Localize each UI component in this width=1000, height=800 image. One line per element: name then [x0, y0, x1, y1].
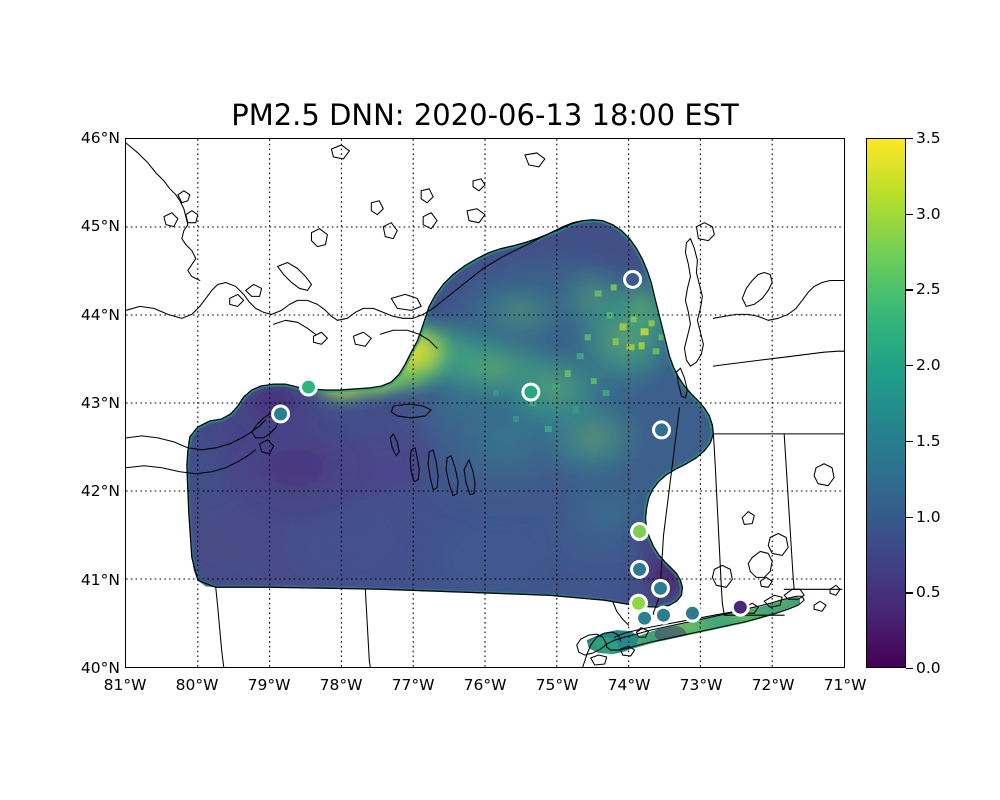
map-plot-area[interactable]	[125, 138, 845, 668]
colorbar-tick-label: 0.0	[916, 659, 941, 677]
colorbar-ticks: 3.5 3.0 2.5 2.0 1.5 1.0 0.5 0.0	[866, 129, 956, 677]
colorbar-tick-label: 1.5	[916, 431, 941, 450]
xtick-label: 71°W	[823, 676, 867, 694]
ytick-label: 44°N	[80, 305, 120, 324]
colorbar-tick-mark	[906, 668, 913, 670]
geography-lines	[126, 142, 844, 667]
map-gridlines	[126, 139, 844, 667]
xtick-label: 72°W	[751, 676, 795, 694]
page-title: PM2.5 DNN: 2020-06-13 18:00 EST	[231, 98, 739, 132]
ytick-label: 42°N	[80, 482, 120, 501]
map-canvas	[126, 139, 844, 667]
colorbar-tick-label: 3.0	[916, 204, 941, 223]
x-axis-ticks: 81°W 80°W 79°W 78°W 77°W 76°W 75°W 74°W …	[104, 672, 867, 698]
ytick-label: 46°N	[80, 129, 120, 147]
colorbar-tick-mark	[906, 440, 913, 443]
ytick-label: 41°N	[80, 570, 120, 589]
xtick-label: 79°W	[247, 676, 291, 694]
colorbar-tick-label: 0.5	[916, 583, 941, 602]
colorbar-tick-mark	[906, 138, 913, 140]
colorbar-tick-label: 2.5	[916, 280, 941, 299]
colorbar-tick-mark	[906, 592, 913, 594]
colorbar-tick-label: 2.0	[916, 356, 941, 375]
colorbar-tick-label: 3.5	[916, 129, 941, 147]
xtick-label: 78°W	[319, 676, 363, 694]
station-markers[interactable]	[271, 270, 750, 628]
xtick-label: 80°W	[175, 676, 219, 694]
xtick-label: 73°W	[679, 676, 723, 694]
xtick-label: 74°W	[607, 676, 651, 694]
xtick-label: 81°W	[103, 676, 147, 694]
xtick-label: 77°W	[391, 676, 435, 694]
colorbar-tick-label: 1.0	[916, 507, 941, 526]
colorbar-tick-mark	[906, 516, 913, 518]
colorbar-tick-mark	[906, 213, 913, 215]
ytick-label: 40°N	[80, 659, 120, 677]
colorbar-gradient	[866, 138, 906, 668]
colorbar-tick-mark	[906, 365, 913, 367]
ytick-label: 43°N	[80, 394, 120, 412]
xtick-label: 75°W	[535, 676, 579, 694]
colorbar[interactable]	[866, 138, 906, 668]
xtick-label: 76°W	[463, 676, 507, 694]
ytick-label: 45°N	[80, 217, 120, 236]
y-axis-ticks: 46°N 45°N 44°N 43°N 42°N 41°N 40°N	[56, 129, 120, 677]
colorbar-tick-mark	[906, 289, 913, 291]
